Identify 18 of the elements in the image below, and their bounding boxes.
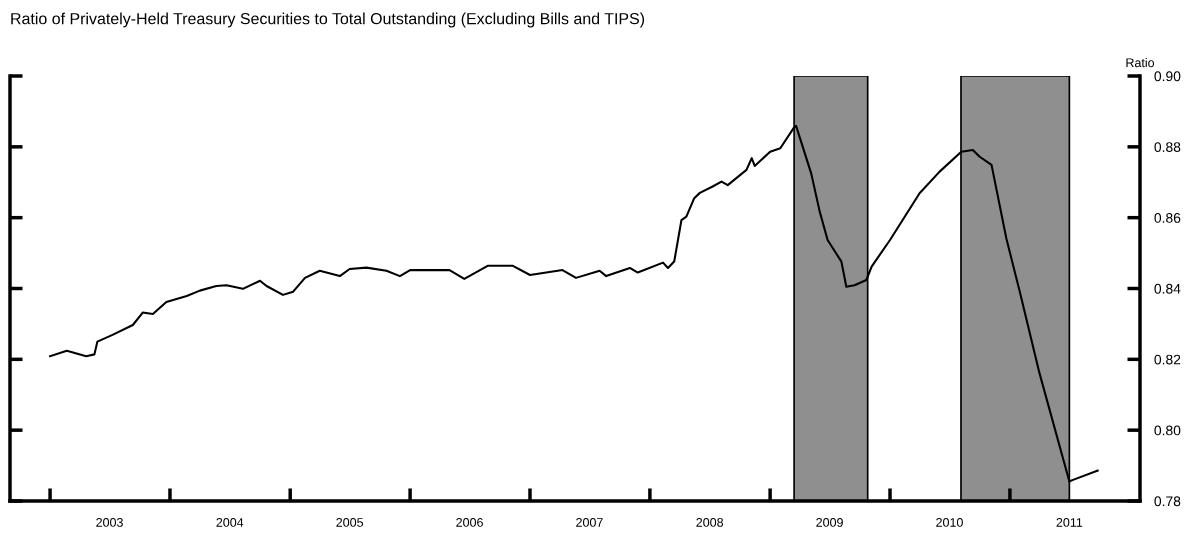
y-tick-label: 0.78: [1154, 496, 1181, 507]
y-tick-label: 0.90: [1154, 71, 1181, 82]
y-tick-label: 0.80: [1154, 425, 1181, 436]
x-tick-label: 2004: [216, 518, 244, 527]
x-tick-label: 2005: [336, 518, 364, 527]
y-axis-title: Ratio: [1126, 57, 1155, 68]
x-tick-label: 2006: [456, 518, 483, 527]
chart-title: Ratio of Privately-Held Treasury Securities to Total Outstanding (Excluding Bills and TIPS): [11, 12, 645, 28]
y-tick-label: 0.86: [1154, 213, 1181, 223]
y-tick-label: 0.84: [1154, 283, 1181, 294]
x-tick-label: 2011: [1056, 518, 1083, 527]
x-tick-label: 2009: [816, 518, 843, 527]
y-tick-label: 0.88: [1154, 142, 1181, 152]
x-tick-label: 2007: [576, 518, 603, 527]
x-tick-label: 2003: [96, 518, 123, 527]
x-tick-label: 2008: [696, 518, 724, 527]
x-tick-label: 2010: [936, 518, 963, 527]
y-tick-label: 0.82: [1154, 354, 1181, 365]
